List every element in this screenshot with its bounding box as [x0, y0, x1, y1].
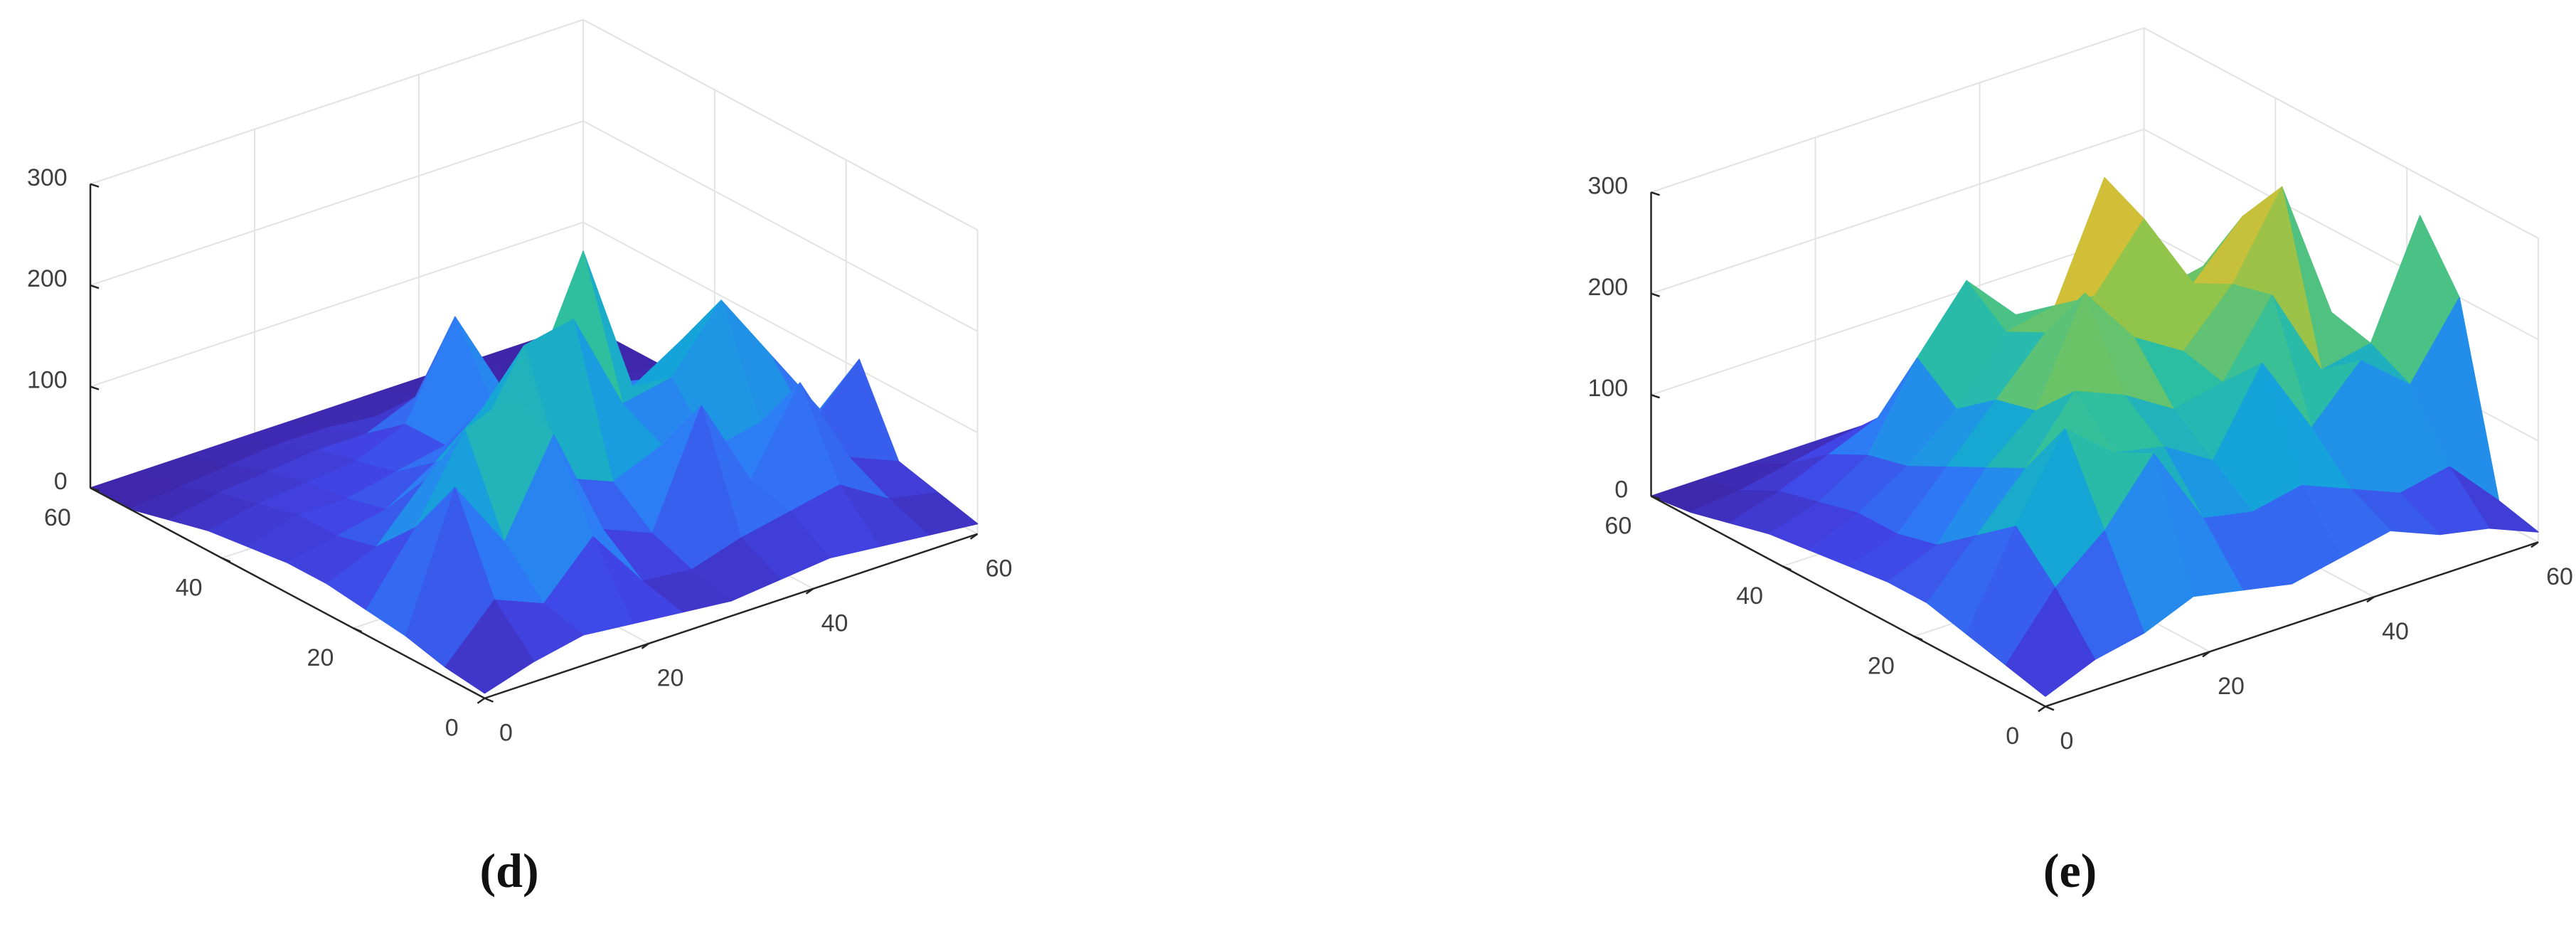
x-tick [969, 533, 979, 540]
y-axis [1650, 495, 2046, 708]
x-tick-label: 60 [2546, 563, 2573, 590]
y-tick-label: 20 [1868, 653, 1895, 680]
x-tick [2530, 541, 2539, 548]
x-tick [641, 642, 650, 649]
z-tick-label: 300 [1587, 172, 1628, 199]
grid-line [1651, 128, 2144, 294]
caption: (e) [2043, 843, 2097, 898]
grid-line [1651, 27, 2144, 193]
x-tick-label: 0 [2060, 728, 2074, 755]
grid-line [90, 18, 584, 185]
z-tick [90, 284, 100, 289]
x-tick [2366, 596, 2375, 603]
z-tick-label: 100 [1587, 375, 1628, 402]
y-tick [484, 697, 494, 703]
surface-patch [445, 599, 535, 694]
y-tick [2045, 706, 2055, 711]
x-axis [484, 533, 978, 699]
y-tick-label: 40 [176, 575, 203, 602]
x-tick-label: 0 [499, 720, 513, 747]
surface-patch [2005, 587, 2095, 697]
z-tick [90, 183, 100, 188]
y-tick-label: 60 [1604, 512, 1632, 539]
grid-line [90, 120, 584, 287]
grid-line [582, 221, 978, 434]
z-tick [1651, 393, 1660, 399]
z-tick-label: 0 [54, 468, 68, 495]
z-tick [90, 486, 100, 492]
x-tick-label: 60 [986, 555, 1013, 582]
y-tick-label: 20 [307, 644, 334, 671]
x-tick-label: 20 [657, 665, 684, 692]
x-tick [805, 587, 814, 595]
x-tick [2202, 651, 2210, 658]
z-tick-label: 100 [27, 367, 68, 394]
z-tick-label: 200 [27, 265, 68, 292]
x-axis [2045, 541, 2539, 708]
y-tick [1913, 635, 1923, 641]
z-tick [90, 385, 100, 390]
y-tick-label: 40 [1736, 582, 1763, 610]
grid-line [582, 18, 978, 231]
x-tick-label: 20 [2218, 673, 2245, 700]
y-tick [221, 557, 231, 563]
grid-line [2144, 128, 2539, 341]
grid-line [90, 221, 584, 388]
y-tick [1782, 565, 1792, 571]
y-tick-label: 0 [445, 715, 459, 742]
grid-line [1651, 230, 2144, 396]
x-tick [2038, 706, 2046, 713]
z-tick [1651, 292, 1660, 297]
z-tick [1651, 191, 1660, 196]
x-tick-label: 40 [821, 610, 848, 637]
x-tick [477, 697, 486, 704]
z-tick [1651, 495, 1660, 500]
grid-line [2144, 27, 2539, 239]
z-tick-label: 0 [1614, 477, 1628, 504]
z-tick-label: 300 [27, 164, 68, 191]
z-tick-label: 200 [1587, 274, 1628, 301]
y-tick-label: 0 [2006, 723, 2019, 750]
y-tick [353, 627, 363, 633]
grid-line [582, 120, 978, 332]
y-tick-label: 60 [44, 504, 71, 531]
caption: (d) [480, 843, 539, 898]
x-tick-label: 40 [2382, 618, 2409, 645]
y-axis [90, 486, 486, 699]
